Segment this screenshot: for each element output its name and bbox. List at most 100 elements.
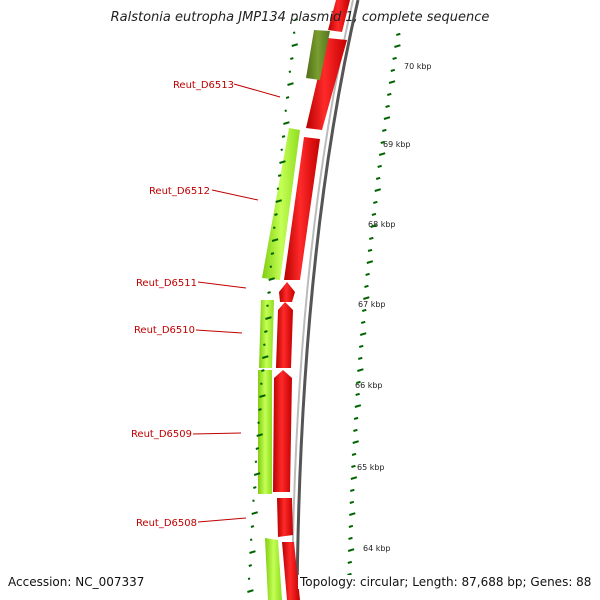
gc-tick — [351, 452, 357, 456]
gc-tick — [269, 265, 273, 268]
gc-tick — [357, 368, 364, 372]
gene-block-red — [276, 302, 293, 368]
gc-tick — [294, 18, 298, 21]
gc-tick — [259, 394, 266, 398]
gc-tick — [280, 148, 284, 151]
summary-text: Topology: circular; Length: 87,688 bp; G… — [298, 575, 592, 589]
gc-tick — [277, 174, 282, 177]
gc-tick — [347, 572, 352, 576]
gc-tick — [261, 369, 265, 372]
gene-leaders — [192, 83, 281, 523]
gc-tick — [265, 316, 272, 320]
gc-tick — [283, 121, 290, 125]
gene-block-green — [262, 128, 300, 280]
gene-labels: Reut_D6513 Reut_D6512 Reut_D6511 Reut_D6… — [131, 80, 234, 529]
gc-tick — [267, 291, 271, 294]
leader-line — [211, 189, 259, 201]
gene-label: Reut_D6512 — [149, 186, 210, 197]
gene-block-green — [265, 538, 282, 600]
kbp-label: 67 kbp — [358, 300, 386, 309]
gc-tick — [358, 344, 364, 348]
gc-tick — [260, 382, 263, 385]
gc-tick — [252, 499, 255, 502]
gc-tick — [284, 109, 288, 112]
kbp-label: 65 kbp — [357, 463, 385, 472]
gene-label: Reut_D6511 — [136, 278, 197, 289]
gc-tick — [383, 116, 391, 120]
map-title: Ralstonia eutropha JMP134 plasmid 1, com… — [110, 10, 490, 25]
gc-tick — [387, 92, 392, 96]
kbp-labels: 70 kbp 69 kbp 68 kbp 67 kbp 66 kbp 65 kb… — [355, 62, 432, 553]
gc-tick — [353, 428, 358, 432]
gc-tick — [353, 416, 359, 420]
gc-tick — [255, 447, 260, 450]
gc-tick — [352, 440, 359, 444]
gc-tick — [285, 96, 290, 99]
gc-tick — [281, 135, 286, 138]
gc-tick — [374, 188, 382, 192]
gc-tick — [248, 564, 253, 567]
gc-tick — [364, 284, 369, 288]
gene-block-green — [258, 370, 272, 494]
gene-block-red — [277, 498, 293, 537]
gc-tick — [274, 213, 278, 216]
gc-tick — [258, 408, 262, 411]
gc-tick — [390, 68, 396, 72]
gc-tick — [370, 224, 377, 228]
gc-tick — [382, 128, 387, 132]
gc-tick — [363, 296, 370, 300]
gc-tick — [349, 500, 355, 504]
gc-tick — [262, 355, 269, 359]
gc-tick — [287, 82, 294, 86]
gc-tick — [254, 460, 258, 463]
gc-tick — [264, 330, 268, 333]
gc-tick — [253, 486, 257, 489]
kbp-label: 68 kbp — [368, 220, 396, 229]
gene-block-red — [273, 370, 292, 492]
gc-tick — [349, 512, 356, 516]
forward-strand — [273, 0, 350, 600]
gc-tick — [263, 343, 266, 346]
gc-tick — [291, 43, 299, 47]
kbp-label: 69 kbp — [383, 140, 411, 149]
gc-tick — [270, 252, 275, 255]
gc-tick — [249, 550, 256, 554]
gc-content-ticks — [247, 18, 401, 593]
gene-block-red — [328, 0, 350, 32]
gc-tick — [385, 104, 390, 108]
gc-tick — [392, 56, 397, 60]
gc-tick — [359, 332, 367, 336]
backbone-arc — [295, 0, 360, 600]
gc-tick — [369, 236, 374, 240]
kbp-label: 70 kbp — [404, 62, 432, 71]
gc-tick — [273, 226, 276, 229]
gc-tick — [266, 304, 269, 307]
gc-tick — [378, 152, 386, 156]
gc-tick — [253, 472, 261, 476]
gc-tick — [351, 464, 356, 468]
kbp-label: 64 kbp — [363, 544, 391, 553]
gene-label: Reut_D6510 — [134, 325, 195, 336]
gc-tick — [247, 577, 251, 580]
gc-tick — [357, 356, 363, 360]
leader-line — [233, 83, 281, 98]
gc-tick — [292, 31, 296, 34]
gc-tick — [347, 548, 355, 552]
gc-tick — [367, 248, 373, 252]
leader-line — [195, 329, 243, 334]
gc-tick — [271, 238, 279, 242]
gc-tick — [380, 140, 386, 144]
gene-block-red — [282, 542, 300, 600]
gc-tick — [355, 392, 360, 396]
gc-tick — [247, 589, 254, 593]
gene-block-red — [279, 282, 295, 302]
gc-tick — [350, 488, 355, 492]
gc-tick — [347, 560, 353, 564]
gc-tick — [276, 187, 280, 190]
gc-tick — [350, 476, 358, 480]
gc-tick — [257, 421, 260, 424]
gc-tick — [366, 260, 374, 264]
gene-label: Reut_D6508 — [136, 518, 197, 529]
gc-tick — [365, 272, 370, 276]
